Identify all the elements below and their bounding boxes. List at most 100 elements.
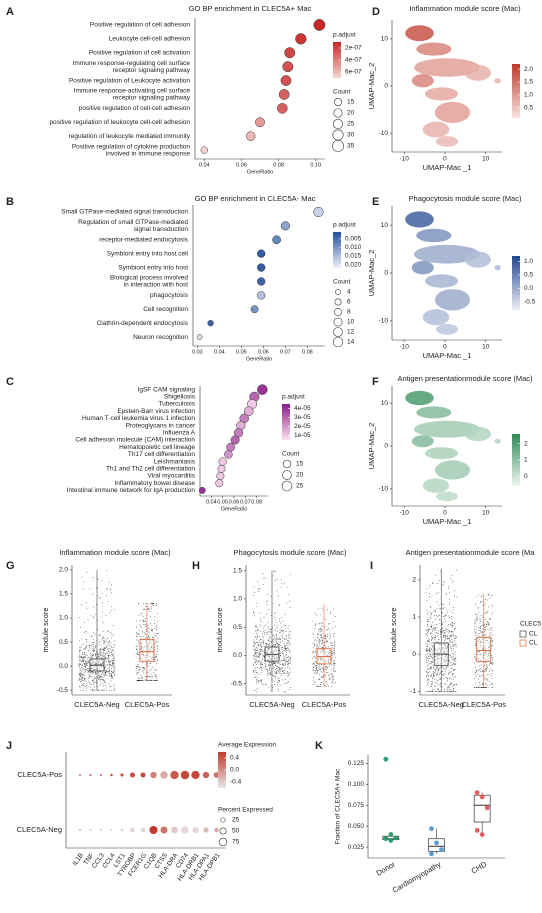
jitter-point — [484, 650, 486, 652]
jitter-point — [93, 661, 95, 663]
jitter-point — [141, 680, 143, 682]
jitter-point — [148, 649, 150, 651]
title: Phagocytosis module score (Mac) — [409, 194, 522, 203]
dot — [218, 457, 227, 466]
jitter-point — [98, 662, 100, 664]
jitter-point — [426, 673, 428, 675]
x-tick-label: 0.07 — [280, 349, 291, 355]
jitter-point — [136, 636, 138, 638]
jitter-point — [273, 674, 275, 676]
jitter-point — [482, 624, 484, 626]
jitter-point — [430, 632, 432, 634]
jitter-point — [454, 658, 456, 660]
jitter-point — [427, 626, 429, 628]
jitter-point — [429, 647, 431, 649]
jitter-point — [83, 658, 85, 660]
jitter-point — [476, 617, 478, 619]
jitter-point — [272, 687, 274, 689]
jitter-point — [100, 663, 102, 665]
jitter-point — [255, 646, 257, 648]
jitter-point — [287, 642, 289, 644]
cell-cloud — [422, 478, 450, 493]
jitter-point — [426, 651, 428, 653]
jitter-point — [143, 632, 145, 634]
jitter-point — [451, 626, 453, 628]
jitter-point — [489, 618, 491, 619]
jitter-point — [261, 645, 263, 647]
jitter-point — [113, 609, 115, 611]
jitter-point — [328, 633, 330, 635]
jitter-point — [453, 690, 455, 692]
jitter-point — [144, 625, 146, 627]
jitter-point — [485, 667, 487, 669]
jitter-point — [78, 655, 80, 657]
jitter-point — [426, 624, 428, 626]
jitter-point — [103, 622, 105, 624]
jitter-point — [480, 595, 482, 597]
size-key-label: 4 — [347, 289, 351, 296]
jitter-point — [315, 639, 316, 641]
jitter-point — [289, 643, 291, 645]
jitter-point — [256, 654, 257, 656]
jitter-point — [268, 663, 270, 665]
jitter-point — [155, 673, 156, 675]
jitter-point — [93, 678, 95, 680]
jitter-point — [265, 665, 267, 667]
jitter-point — [147, 645, 149, 647]
jitter-point — [259, 667, 261, 669]
jitter-point — [426, 620, 428, 622]
jitter-point — [475, 634, 476, 636]
jitter-point — [430, 625, 432, 627]
jitter-point — [93, 616, 95, 618]
jitter-point — [281, 635, 283, 637]
category-label: Human T-cell leukemia virus 1 infection — [82, 415, 195, 422]
jitter-point — [265, 652, 267, 654]
dot — [272, 235, 281, 245]
panel-letter: H — [192, 560, 200, 572]
jitter-point — [431, 636, 433, 638]
jitter-point — [259, 652, 261, 654]
jitter-point — [450, 690, 452, 692]
jitter-point — [325, 637, 327, 639]
jitter-point — [84, 685, 86, 687]
jitter-point — [277, 655, 279, 657]
jitter-point — [449, 669, 451, 671]
y-tick-label: -1 — [410, 688, 416, 695]
jitter-point — [107, 656, 109, 658]
jitter-point — [321, 625, 323, 627]
jitter-point — [319, 668, 321, 670]
jitter-point — [325, 667, 326, 669]
jitter-point — [433, 673, 435, 675]
jitter-point — [268, 638, 270, 640]
jitter-point — [425, 676, 427, 678]
jitter-point — [428, 668, 430, 670]
jitter-point — [111, 663, 113, 665]
jitter-point — [487, 624, 489, 626]
jitter-point — [482, 670, 483, 672]
y-tick-label: 0.5 — [59, 639, 68, 646]
jitter-point — [435, 611, 437, 613]
jitter-point — [451, 678, 453, 680]
y-tick-label: 0.100 — [348, 781, 365, 788]
jitter-point — [152, 666, 154, 668]
jitter-point — [445, 690, 447, 692]
jitter-point — [325, 666, 327, 668]
jitter-point — [447, 686, 449, 688]
gene-label: IL1B — [72, 852, 85, 867]
jitter-point — [453, 664, 455, 665]
jitter-point — [272, 656, 274, 657]
jitter-point — [144, 646, 146, 648]
jitter-point — [111, 592, 112, 594]
jitter-point — [148, 646, 150, 648]
jitter-point — [327, 672, 329, 674]
jitter-point — [436, 650, 438, 652]
jitter-point — [479, 669, 481, 671]
jitter-point — [438, 618, 440, 620]
jitter-point — [437, 689, 439, 691]
jitter-point — [436, 672, 438, 674]
jitter-point — [286, 671, 288, 673]
jitter-point — [91, 645, 93, 647]
jitter-point — [449, 642, 451, 644]
jitter-point — [439, 678, 441, 680]
jitter-point — [489, 681, 491, 683]
